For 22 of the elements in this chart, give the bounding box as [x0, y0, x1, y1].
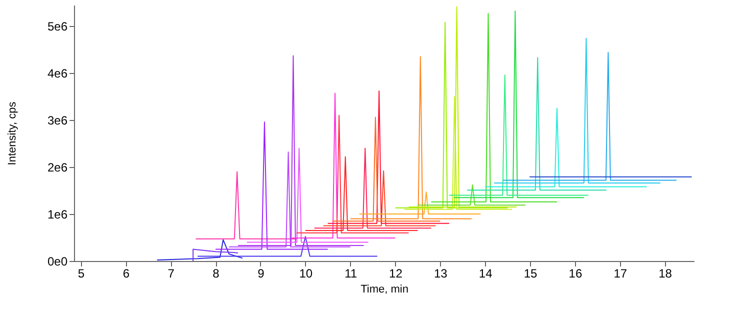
- x-tick-label: 15: [524, 266, 538, 280]
- x-tick-label: 7: [168, 266, 175, 280]
- x-axis-title: Time, min: [360, 284, 408, 296]
- y-tick-label: 1e6: [47, 208, 68, 222]
- y-tick-label: 4e6: [47, 66, 68, 81]
- x-tick-label: 5: [78, 266, 85, 280]
- x-tick-label: 8: [212, 266, 220, 280]
- y-tick-label: 2e6: [47, 160, 68, 175]
- x-tick-label: 12: [389, 266, 403, 280]
- x-tick-label: 17: [614, 266, 628, 280]
- y-tick-label: 5e6: [47, 20, 68, 34]
- x-tick-label: 6: [122, 266, 130, 280]
- x-tick-label: 9: [258, 266, 265, 280]
- y-tick-label: 3e6: [47, 114, 68, 128]
- x-tick-label: 10: [299, 266, 313, 280]
- x-tick-label: 18: [658, 266, 672, 280]
- x-tick-label: 13: [434, 266, 448, 280]
- y-tick-label: 0e0: [47, 254, 68, 268]
- x-tick-label: 14: [478, 266, 493, 280]
- y-axis-title: Intensity, cps: [6, 101, 18, 166]
- x-tick-label: 11: [344, 266, 358, 280]
- x-tick-label: 16: [568, 266, 582, 280]
